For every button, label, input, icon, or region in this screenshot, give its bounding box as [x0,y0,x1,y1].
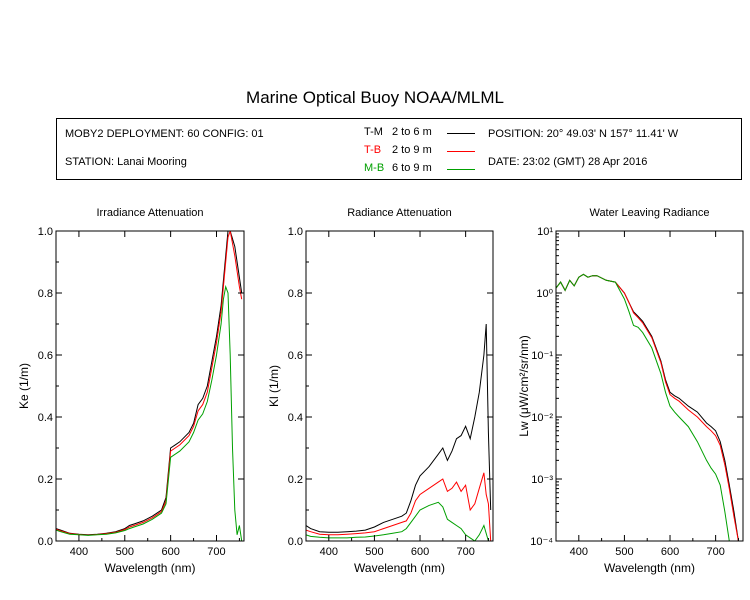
y-tick-label: 0.2 [38,474,53,486]
y-tick-label: 10⁻² [531,412,553,424]
y-tick-label: 10⁰ [536,288,553,300]
y-tick-label: 10⁻¹ [531,350,553,362]
panel-title: Radiance Attenuation [347,207,452,219]
x-tick-label: 400 [570,546,588,558]
x-tick-label: 400 [70,546,88,558]
position-text: POSITION: 20° 49.03' N 157° 11.41' W [488,128,679,140]
x-axis-label: Wavelength (nm) [604,561,695,575]
y-tick-label: 0.6 [288,350,303,362]
plot-frame [305,230,494,542]
x-tick-label: 700 [706,546,724,558]
panel-title: Water Leaving Radiance [589,207,709,219]
x-tick-label: 500 [365,546,383,558]
series-line-t-m [556,273,739,541]
series-line-m-b [306,501,491,541]
x-axis-label: Wavelength (nm) [354,561,445,575]
x-tick-label: 600 [161,546,179,558]
legend-line-mb [447,169,475,170]
y-tick-label: 0.0 [288,536,303,548]
y-tick-label: 1.0 [288,226,303,238]
series-line-m-b [56,284,243,541]
y-axis-label: Ke (1/m) [17,363,31,409]
panel-title: Irradiance Attenuation [96,207,203,219]
legend-depth-tb: 2 to 9 m [392,144,432,156]
y-tick-label: 1.0 [38,226,53,238]
y-axis-label: Lw (μW/cm²/sr/nm) [517,335,531,437]
y-tick-label: 10⁻⁴ [530,536,553,548]
deployment-text: MOBY2 DEPLOYMENT: 60 CONFIG: 01 [65,128,264,140]
x-tick-label: 500 [615,546,633,558]
y-axis-label: Kl (1/m) [267,365,281,407]
y-tick-label: 0.2 [288,474,303,486]
y-tick-label: 0.4 [288,412,303,424]
plot-frame [555,230,744,542]
legend-label-tb: T-B [364,144,382,156]
station-text: STATION: Lanai Mooring [65,156,187,168]
series-line-t-m [306,323,492,533]
legend-line-tm [447,133,475,134]
legend-label-mb: M-B [364,162,385,174]
y-tick-label: 0.4 [38,412,53,424]
date-text: DATE: 23:02 (GMT) 28 Apr 2016 [488,156,648,168]
y-tick-label: 0.6 [38,350,53,362]
series-line-t-b [56,231,243,536]
x-tick-label: 700 [207,546,225,558]
legend-depth-mb: 6 to 9 m [392,162,432,174]
plot-frame [55,230,245,542]
x-axis-label: Wavelength (nm) [105,561,196,575]
y-tick-label: 0.8 [288,288,303,300]
legend-line-tb [447,151,475,152]
series-line-t-b [306,472,492,541]
x-tick-label: 500 [116,546,134,558]
x-tick-label: 600 [661,546,679,558]
legend-label-tm: T-M [364,126,383,138]
series-line-m-b [556,273,734,541]
y-tick-label: 0.0 [38,536,53,548]
series-line-t-m [56,231,243,536]
x-tick-label: 600 [411,546,429,558]
legend-depth-tm: 2 to 6 m [392,126,432,138]
info-box: MOBY2 DEPLOYMENT: 60 CONFIG: 01 STATION:… [56,118,742,180]
y-tick-label: 10⁻³ [531,474,553,486]
chart-title: Marine Optical Buoy NOAA/MLML [246,88,504,107]
series-line-t-b [556,273,739,541]
y-tick-label: 0.8 [38,288,53,300]
y-tick-label: 10¹ [537,226,553,238]
x-tick-label: 400 [320,546,338,558]
x-tick-label: 700 [456,546,474,558]
